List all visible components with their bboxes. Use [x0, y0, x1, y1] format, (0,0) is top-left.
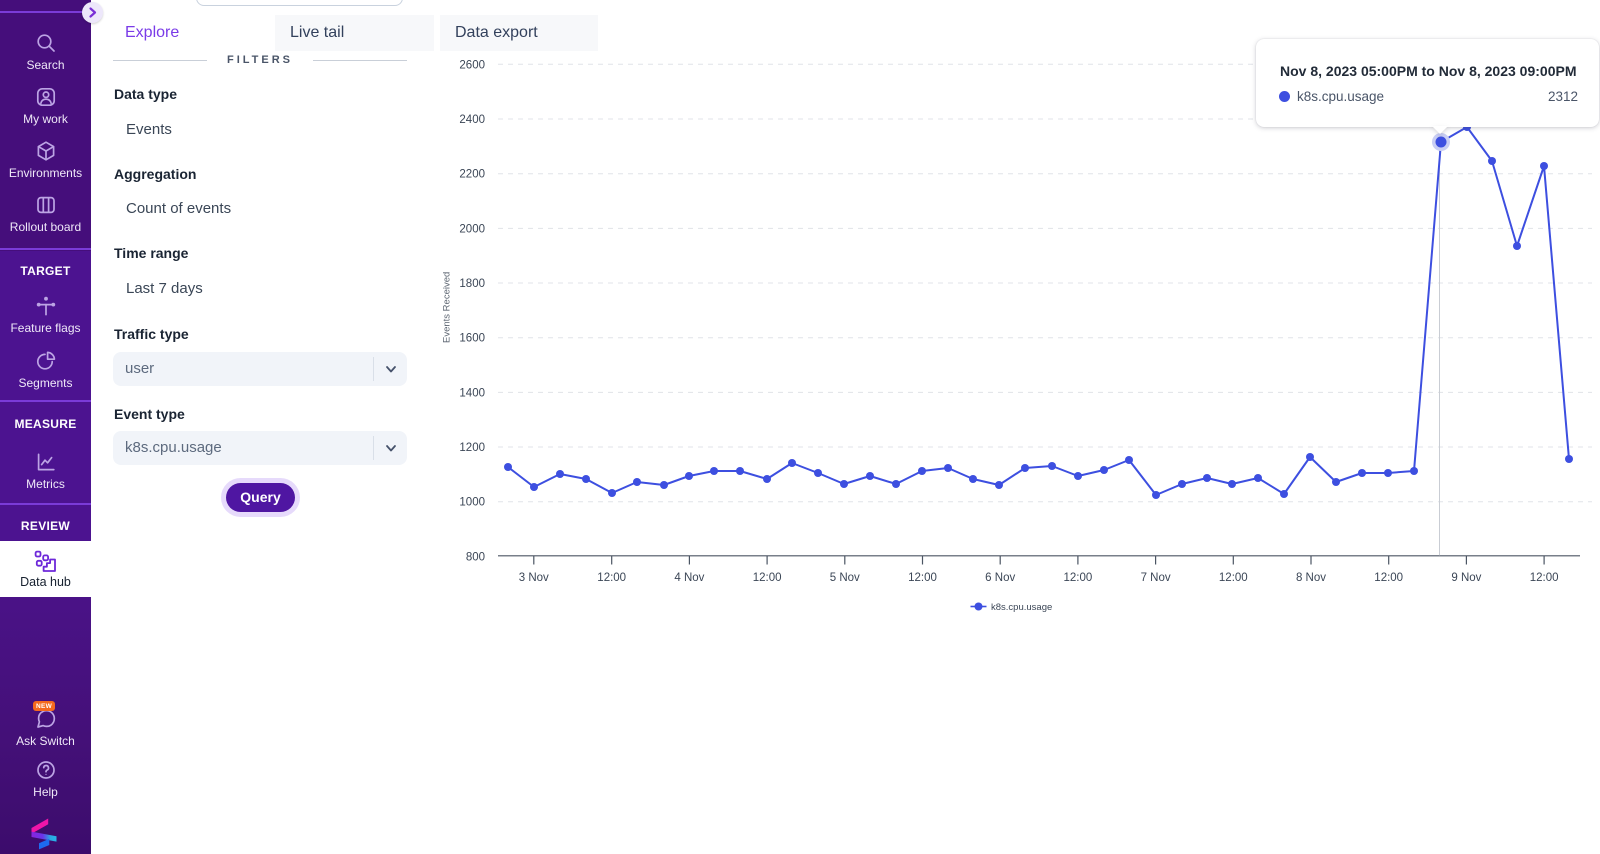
svg-text:1800: 1800 [459, 278, 485, 290]
svg-text:8 Nov: 8 Nov [1296, 572, 1326, 584]
svg-text:12:00: 12:00 [1530, 572, 1559, 584]
svg-text:Events Received: Events Received [442, 272, 453, 343]
svg-text:6 Nov: 6 Nov [985, 572, 1015, 584]
svg-text:12:00: 12:00 [908, 572, 937, 584]
svg-text:1000: 1000 [459, 497, 485, 509]
svg-text:k8s.cpu.usage: k8s.cpu.usage [991, 602, 1052, 613]
svg-text:2000: 2000 [459, 223, 485, 235]
svg-text:4 Nov: 4 Nov [674, 572, 704, 584]
svg-text:1600: 1600 [459, 333, 485, 345]
svg-text:2200: 2200 [459, 169, 485, 181]
svg-text:1200: 1200 [459, 442, 485, 454]
svg-text:12:00: 12:00 [1374, 572, 1403, 584]
svg-text:2400: 2400 [459, 114, 485, 126]
svg-text:7 Nov: 7 Nov [1141, 572, 1171, 584]
svg-text:1400: 1400 [459, 387, 485, 399]
svg-text:3 Nov: 3 Nov [519, 572, 549, 584]
svg-text:9 Nov: 9 Nov [1451, 572, 1481, 584]
svg-text:2600: 2600 [459, 59, 485, 71]
svg-text:800: 800 [466, 551, 485, 563]
svg-text:5 Nov: 5 Nov [830, 572, 860, 584]
svg-text:12:00: 12:00 [597, 572, 626, 584]
svg-text:12:00: 12:00 [1064, 572, 1093, 584]
svg-text:12:00: 12:00 [1219, 572, 1248, 584]
svg-text:12:00: 12:00 [753, 572, 782, 584]
